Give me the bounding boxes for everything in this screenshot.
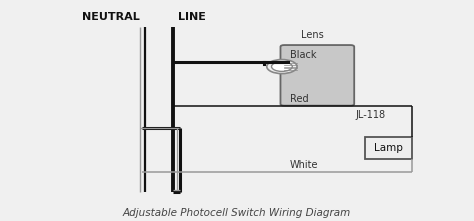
FancyBboxPatch shape [281, 45, 354, 106]
Text: Black: Black [290, 50, 317, 60]
Text: Lamp: Lamp [374, 143, 403, 153]
Circle shape [272, 62, 292, 71]
Text: Adjustable Photocell Switch Wiring Diagram: Adjustable Photocell Switch Wiring Diagr… [123, 208, 351, 218]
Text: LINE: LINE [178, 11, 206, 22]
Circle shape [267, 59, 297, 74]
Bar [365, 137, 412, 159]
Text: Red: Red [290, 94, 309, 104]
Text: NEUTRAL: NEUTRAL [82, 11, 140, 22]
Text: White: White [290, 160, 319, 170]
Text: JL-118: JL-118 [355, 110, 385, 120]
Text: Lens: Lens [301, 30, 324, 40]
